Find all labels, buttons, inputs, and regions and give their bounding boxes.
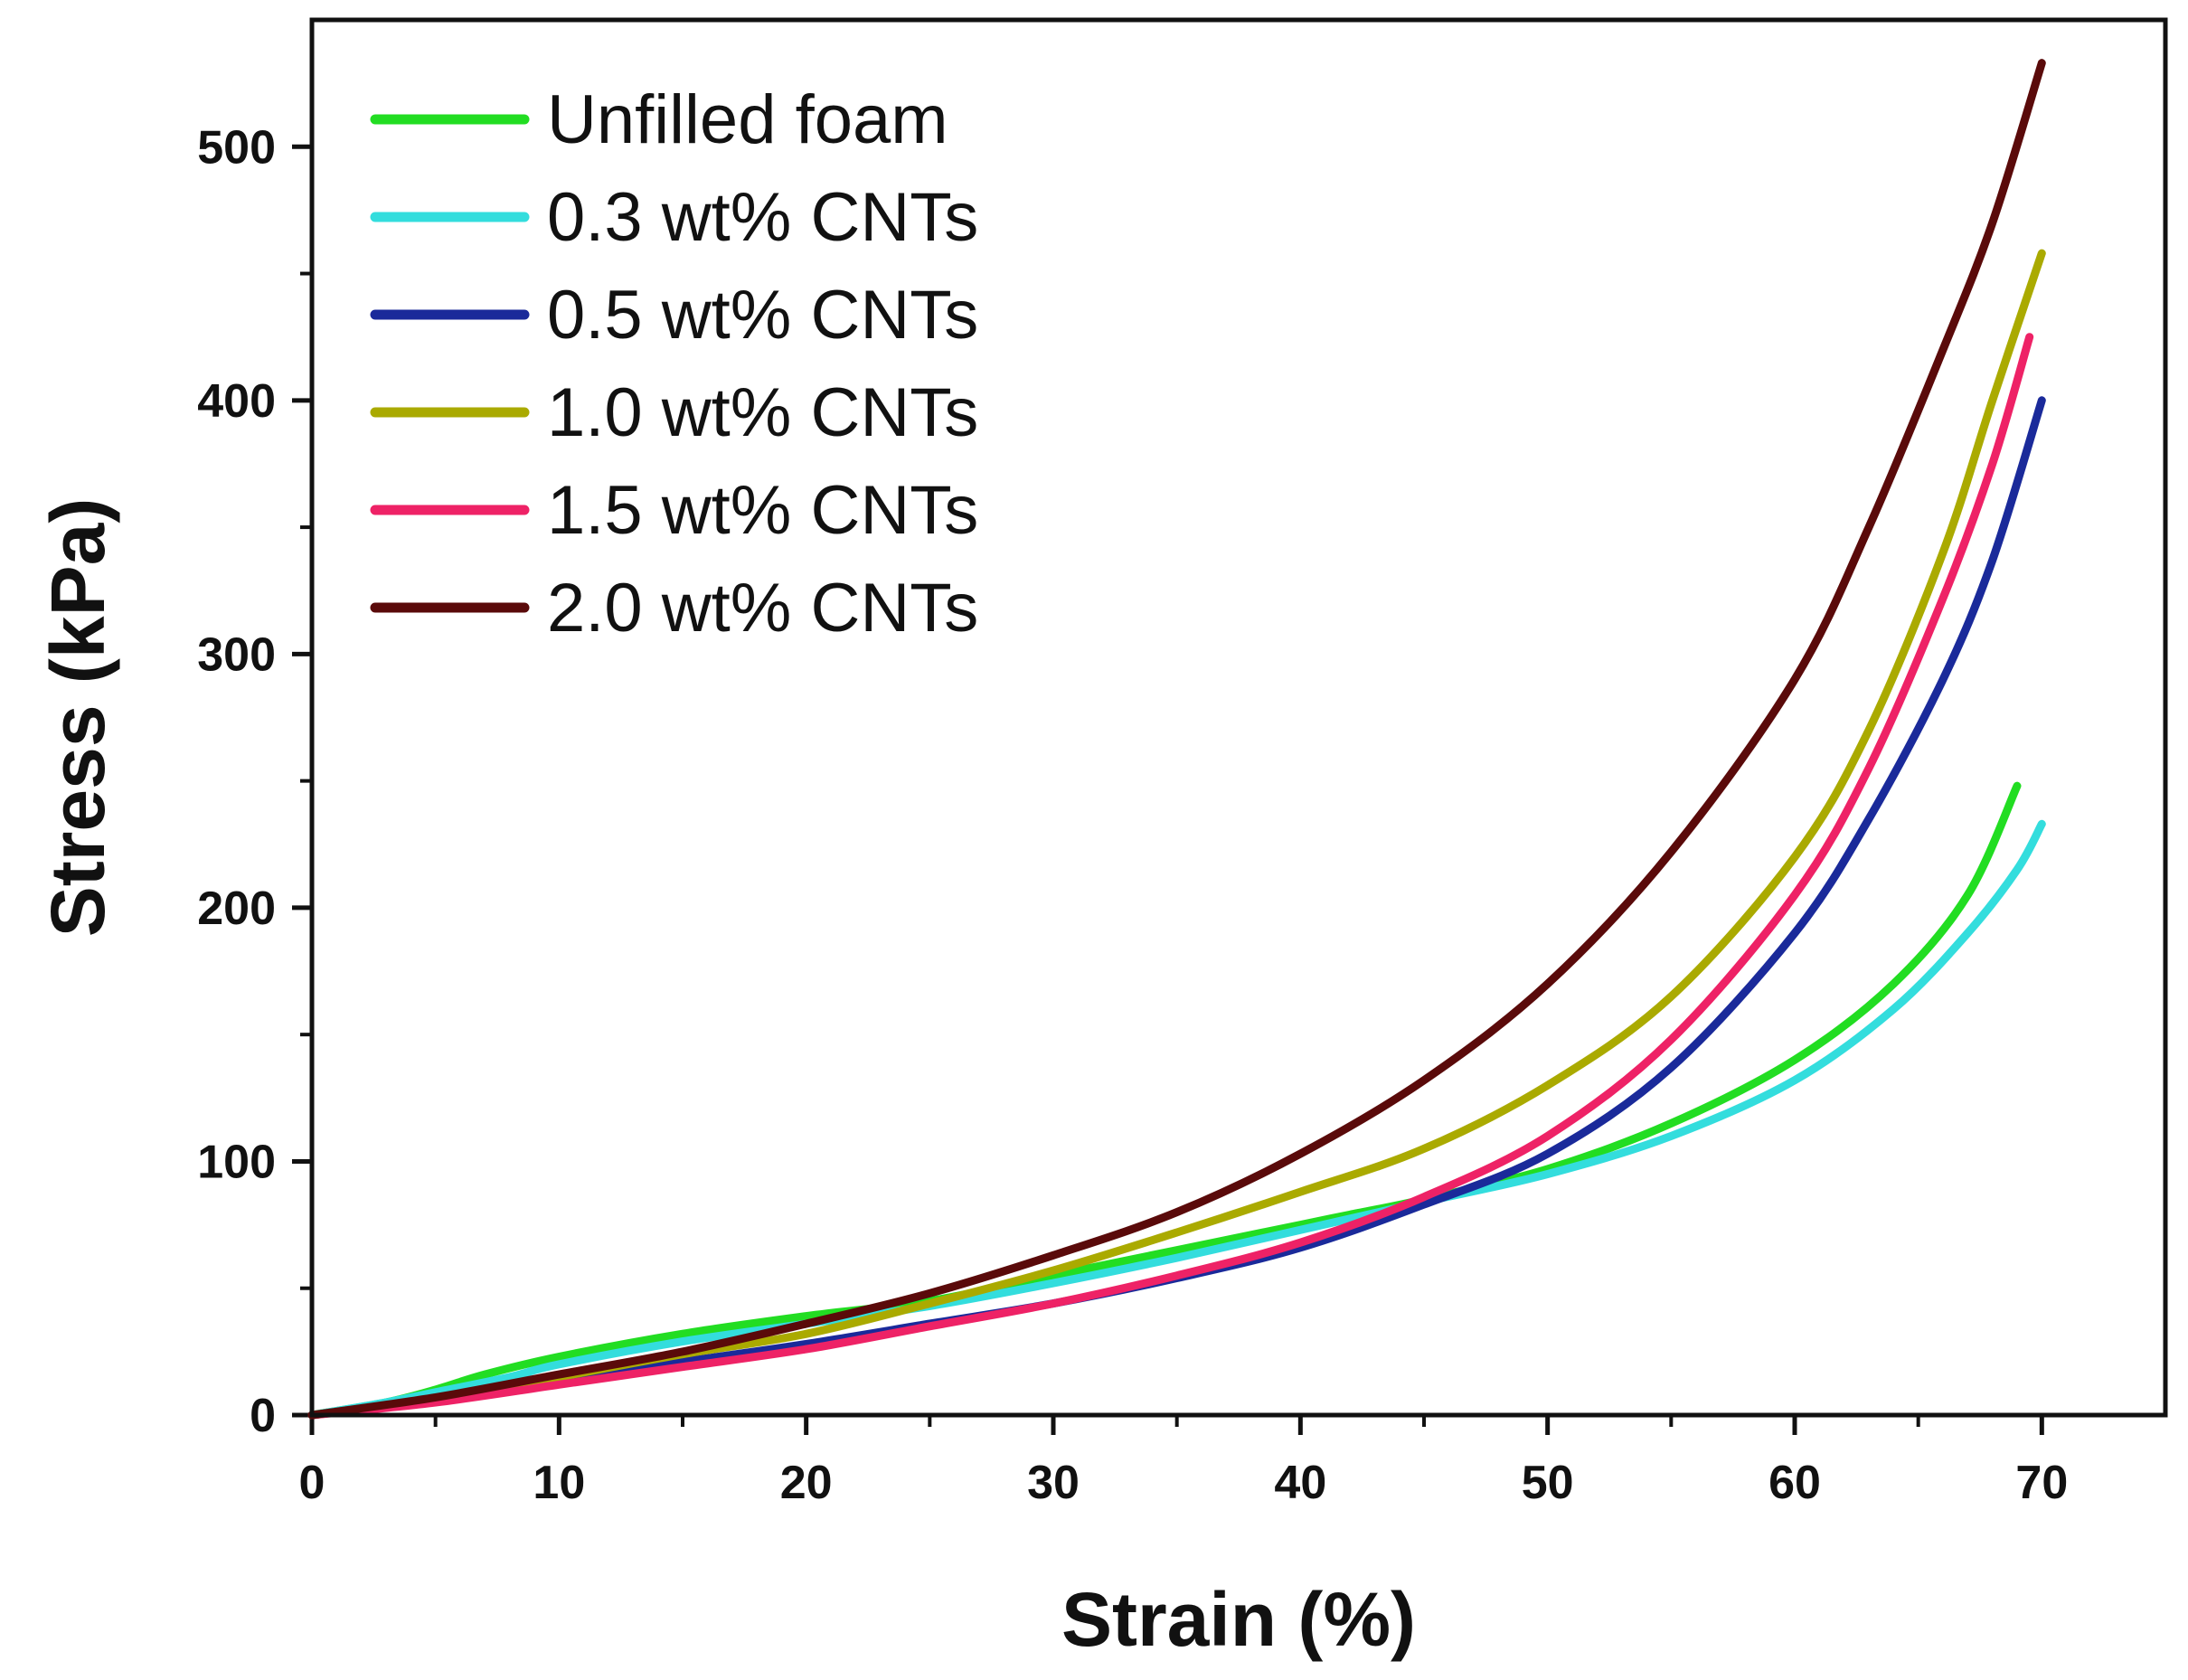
x-tick-label: 20 (780, 1457, 833, 1509)
series-layer (307, 59, 2046, 1420)
x-tick-label: 50 (1522, 1457, 1574, 1509)
legend-label: Unfilled foam (547, 81, 948, 158)
legend-label: 0.3 wt% CNTs (547, 179, 978, 256)
x-tick-label: 40 (1274, 1457, 1326, 1509)
x-tick-label: 70 (2015, 1457, 2068, 1509)
series-line-unfilled-foam (307, 781, 2022, 1420)
y-tick-label: 500 (197, 121, 276, 174)
x-axis-title: Strain (%) (1061, 1577, 1416, 1662)
legend-label: 0.5 wt% CNTs (547, 277, 978, 354)
y-tick-label: 200 (197, 882, 276, 935)
plot-frame (309, 17, 2168, 1418)
series-line-0-3-wt-cnts (307, 819, 2046, 1420)
x-tick-label: 10 (533, 1457, 585, 1509)
legend-label: 2.0 wt% CNTs (547, 570, 978, 647)
y-tick-label: 300 (197, 628, 276, 681)
legend: Unfilled foam 0.3 wt% CNTs 0.5 wt% CNTs 1.0… (370, 81, 978, 647)
x-tick-label: 0 (299, 1457, 325, 1509)
series-line-0-5-wt-cnts (307, 396, 2046, 1420)
y-axis-title: Stress (kPa) (35, 498, 120, 938)
y-tick-label: 100 (197, 1136, 276, 1188)
x-tick-label: 60 (1768, 1457, 1821, 1509)
legend-label: 1.0 wt% CNTs (547, 374, 978, 451)
y-tick-label: 400 (197, 375, 276, 428)
series-line-2-0-wt-cnts (307, 59, 2046, 1420)
y-tick-label: 0 (250, 1390, 276, 1442)
x-tick-label: 30 (1027, 1457, 1080, 1509)
ticks-layer: 0 10 20 30 40 50 60 70 0 100 200 300 400 500 (197, 121, 2068, 1509)
series-line-1-5-wt-cnts (307, 333, 2034, 1420)
legend-label: 1.5 wt% CNTs (547, 472, 978, 549)
